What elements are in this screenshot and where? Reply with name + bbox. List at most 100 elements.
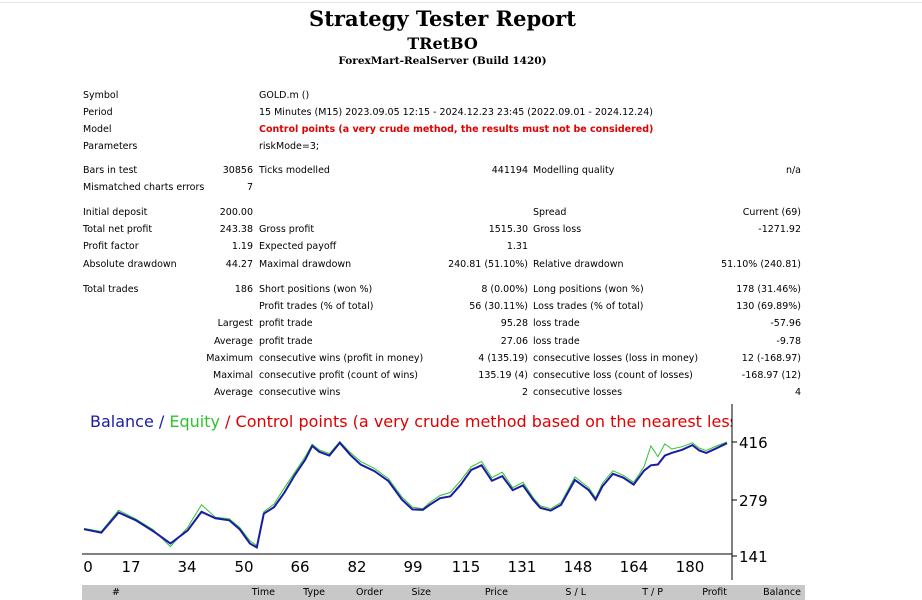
largest-loss-value: -57.96 — [770, 318, 801, 329]
spread-label: Spread — [533, 207, 567, 218]
balance-equity-chart: Balance / Equity / Control points (a ver… — [82, 404, 805, 580]
average-profit-label: profit trade — [259, 336, 313, 347]
model-value: Control points (a very crude method, the… — [259, 124, 654, 135]
profittrades-value: 56 (30.11%) — [469, 301, 528, 312]
short-label: Short positions (won %) — [259, 284, 373, 295]
report-title: Strategy Tester Report — [309, 6, 576, 31]
bars-value: 30856 — [222, 165, 253, 176]
legend-sep-1: / — [154, 412, 170, 431]
col-header-profit: Profit — [702, 587, 727, 598]
average-loss-value: -9.78 — [776, 336, 801, 347]
reldd-value: 51.10% (240.81) — [721, 259, 801, 270]
x-tick-label: 115 — [451, 558, 481, 576]
maximal-profit-label: consecutive profit (count of wins) — [259, 370, 419, 381]
maximal-loss-label: consecutive loss (count of losses) — [533, 370, 693, 381]
x-tick-label: 99 — [403, 558, 423, 576]
y-tick-label: 279 — [739, 492, 768, 510]
col-header-size: Size — [411, 587, 431, 598]
trades-value: 186 — [234, 284, 253, 295]
balance-line — [83, 441, 728, 549]
quality-label: Modelling quality — [533, 165, 615, 176]
avg-consecutive-label: Average — [213, 387, 253, 398]
average-profit-value: 27.06 — [500, 336, 528, 347]
x-tick-label: 0 — [83, 558, 93, 576]
max-wins-label: consecutive wins (profit in money) — [259, 353, 424, 364]
largest-loss-label: loss trade — [533, 318, 580, 329]
legend-balance: Balance — [90, 412, 154, 431]
losstrades-value: 130 (69.89%) — [736, 301, 801, 312]
parameters-label: Parameters — [83, 141, 138, 152]
x-tick-label: 17 — [121, 558, 141, 576]
largest-profit-value: 95.28 — [500, 318, 528, 329]
period-value: 15 Minutes (M15) 2023.09.05 12:15 - 2024… — [259, 107, 653, 118]
symbol-value: GOLD.m () — [259, 90, 310, 101]
col-header-price: Price — [484, 587, 508, 598]
grossprofit-value: 1515.30 — [488, 224, 528, 235]
max-losses-label: consecutive losses (loss in money) — [533, 353, 699, 364]
long-value: 178 (31.46%) — [736, 284, 801, 295]
col-header-sl: S / L — [565, 587, 586, 598]
deposit-value: 200.00 — [219, 207, 253, 218]
parameters-value: riskMode=3; — [259, 141, 320, 152]
maxdd-value: 240.81 (51.10%) — [448, 259, 528, 270]
top-divider — [0, 2, 922, 3]
losstrades-label: Loss trades (% of total) — [533, 301, 644, 312]
maximal-loss-value: -168.97 (12) — [741, 370, 801, 381]
profittrades-label: Profit trades (% of total) — [259, 301, 374, 312]
x-tick-label: 164 — [619, 558, 649, 576]
equity-line — [83, 440, 728, 548]
avg-wins-label: consecutive wins — [259, 387, 341, 398]
legend-equity: Equity — [169, 412, 220, 431]
server-name: ForexMart-RealServer (Build 1420) — [338, 55, 547, 67]
x-tick-label: 131 — [507, 558, 537, 576]
col-header-balance: Balance — [763, 587, 801, 598]
trades-label: Total trades — [83, 284, 139, 295]
maximal-profit-value: 135.19 (4) — [478, 370, 528, 381]
average-label: Average — [213, 336, 253, 347]
grossloss-value: -1271.92 — [758, 224, 801, 235]
max-losses-value: 12 (-168.97) — [741, 353, 801, 364]
x-tick-label: 82 — [347, 558, 367, 576]
profitfactor-value: 1.19 — [231, 241, 253, 252]
col-header-type: Type — [303, 587, 325, 598]
absdd-label: Absolute drawdown — [83, 259, 177, 270]
maximal-label: Maximal — [213, 370, 253, 381]
x-tick-label: 34 — [177, 558, 197, 576]
col-header-time: Time — [251, 587, 275, 598]
payoff-label: Expected payoff — [259, 241, 337, 252]
chart-legend: Balance / Equity / Control points (a ver… — [90, 412, 785, 431]
x-tick-label: 66 — [290, 558, 310, 576]
model-label: Model — [83, 124, 112, 135]
netprofit-value: 243.38 — [219, 224, 253, 235]
x-tick-label: 148 — [563, 558, 593, 576]
absdd-value: 44.27 — [225, 259, 253, 270]
maxdd-label: Maximal drawdown — [259, 259, 352, 270]
col-header-tp: T / P — [642, 587, 663, 598]
x-tick-label: 180 — [675, 558, 705, 576]
reldd-label: Relative drawdown — [533, 259, 624, 270]
average-loss-label: loss trade — [533, 336, 580, 347]
ticks-label: Ticks modelled — [259, 165, 330, 176]
maximum-label: Maximum — [206, 353, 253, 364]
grossloss-label: Gross loss — [533, 224, 582, 235]
y-tick-label: 141 — [739, 548, 768, 566]
deposit-label: Initial deposit — [83, 207, 148, 218]
expert-name: TRetBO — [407, 34, 478, 53]
bars-label: Bars in test — [83, 165, 138, 176]
legend-sep-2: / — [220, 412, 236, 431]
x-tick-label: 50 — [234, 558, 254, 576]
mismatch-label: Mismatched charts errors — [83, 182, 205, 193]
trade-table-header: # Time Type Order Size Price S / L T / P… — [82, 585, 805, 600]
avg-wins-value: 2 — [521, 387, 528, 398]
period-label: Period — [83, 107, 113, 118]
short-value: 8 (0.00%) — [481, 284, 528, 295]
col-header-index: # — [112, 587, 120, 598]
x-axis-ticks: 0 17 34 50 66 82 99 115 131 148 164 180 — [82, 556, 805, 580]
ticks-value: 441194 — [491, 165, 528, 176]
quality-value: n/a — [785, 165, 801, 176]
largest-profit-label: profit trade — [259, 318, 313, 329]
grossprofit-label: Gross profit — [259, 224, 315, 235]
avg-losses-value: 4 — [794, 387, 801, 398]
y-tick-label: 416 — [739, 434, 768, 452]
largest-label: Largest — [217, 318, 253, 329]
